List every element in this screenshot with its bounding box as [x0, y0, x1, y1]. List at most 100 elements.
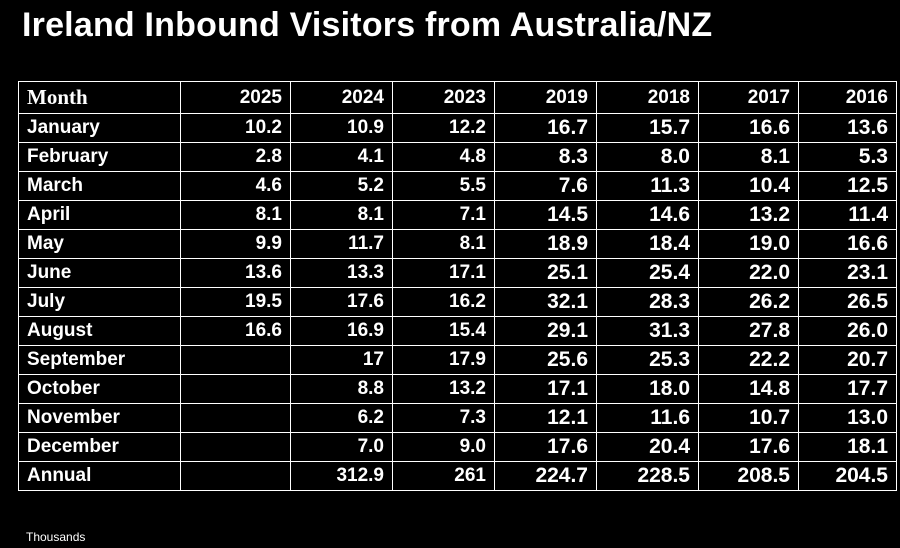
value-cell: 23.1: [798, 258, 897, 288]
value-cell: 10.9: [290, 113, 393, 143]
value-cell: 7.0: [290, 432, 393, 462]
month-label: May: [18, 229, 181, 259]
value-cell: 25.4: [596, 258, 699, 288]
table-row: September 17 17.9 25.6 25.3 22.2 20.7: [18, 345, 897, 375]
value-cell: 13.3: [290, 258, 393, 288]
year-column-header: 2023: [392, 81, 495, 114]
value-cell: 25.1: [494, 258, 597, 288]
value-cell: 13.0: [798, 403, 897, 433]
value-cell: 8.3: [494, 142, 597, 172]
value-cell: 13.6: [180, 258, 291, 288]
value-cell: 9.0: [392, 432, 495, 462]
value-cell: 208.5: [698, 461, 799, 491]
value-cell: 10.7: [698, 403, 799, 433]
month-column-header: Month: [18, 81, 181, 114]
value-cell: 8.8: [290, 374, 393, 404]
value-cell: 25.6: [494, 345, 597, 375]
value-cell: 7.6: [494, 171, 597, 201]
month-label: June: [18, 258, 181, 288]
value-cell: 5.5: [392, 171, 495, 201]
year-column-header: 2017: [698, 81, 799, 114]
value-cell: 14.5: [494, 200, 597, 230]
value-cell: 15.7: [596, 113, 699, 143]
value-cell: 17.6: [698, 432, 799, 462]
value-cell: 16.9: [290, 316, 393, 346]
value-cell: 16.2: [392, 287, 495, 317]
month-label: November: [18, 403, 181, 433]
value-cell: 22.2: [698, 345, 799, 375]
table-row: October 8.8 13.2 17.1 18.0 14.8 17.7: [18, 374, 897, 404]
value-cell: 20.7: [798, 345, 897, 375]
table-row: July 19.5 17.6 16.2 32.1 28.3 26.2 26.5: [18, 287, 897, 317]
value-cell: 17.7: [798, 374, 897, 404]
month-label: February: [18, 142, 181, 172]
value-cell: 8.0: [596, 142, 699, 172]
value-cell: 16.7: [494, 113, 597, 143]
value-cell: 18.9: [494, 229, 597, 259]
value-cell: 10.2: [180, 113, 291, 143]
month-label: January: [18, 113, 181, 143]
value-cell: 19.0: [698, 229, 799, 259]
value-cell: 12.1: [494, 403, 597, 433]
value-cell: 29.1: [494, 316, 597, 346]
value-cell: 26.0: [798, 316, 897, 346]
value-cell: 13.6: [798, 113, 897, 143]
value-cell: 12.2: [392, 113, 495, 143]
month-label: Annual: [18, 461, 181, 491]
table-row: December 7.0 9.0 17.6 20.4 17.6 18.1: [18, 432, 897, 462]
year-column-header: 2018: [596, 81, 699, 114]
value-cell: 8.1: [290, 200, 393, 230]
year-column-header: 2025: [180, 81, 291, 114]
value-cell: 15.4: [392, 316, 495, 346]
value-cell: 6.2: [290, 403, 393, 433]
value-cell: 17.6: [290, 287, 393, 317]
value-cell: 17.1: [494, 374, 597, 404]
value-cell: 17.9: [392, 345, 495, 375]
value-cell: 26.5: [798, 287, 897, 317]
value-cell: 8.1: [698, 142, 799, 172]
value-cell: 17.1: [392, 258, 495, 288]
value-cell: 16.6: [698, 113, 799, 143]
value-cell: 18.4: [596, 229, 699, 259]
table-row: April 8.1 8.1 7.1 14.5 14.6 13.2 11.4: [18, 200, 897, 230]
month-label: December: [18, 432, 181, 462]
value-cell: [180, 403, 291, 433]
value-cell: 312.9: [290, 461, 393, 491]
header-row: Month 2025 2024 2023 2019 2018 2017 2016: [18, 81, 897, 114]
table-row: August 16.6 16.9 15.4 29.1 31.3 27.8 26.0: [18, 316, 897, 346]
table-row: November 6.2 7.3 12.1 11.6 10.7 13.0: [18, 403, 897, 433]
value-cell: 22.0: [698, 258, 799, 288]
value-cell: 12.5: [798, 171, 897, 201]
table-row: February 2.8 4.1 4.8 8.3 8.0 8.1 5.3: [18, 142, 897, 172]
value-cell: 11.4: [798, 200, 897, 230]
value-cell: 28.3: [596, 287, 699, 317]
value-cell: [180, 345, 291, 375]
table-row: May 9.9 11.7 8.1 18.9 18.4 19.0 16.6: [18, 229, 897, 259]
value-cell: [180, 374, 291, 404]
year-column-header: 2019: [494, 81, 597, 114]
value-cell: 4.1: [290, 142, 393, 172]
table-row: June 13.6 13.3 17.1 25.1 25.4 22.0 23.1: [18, 258, 897, 288]
value-cell: 32.1: [494, 287, 597, 317]
value-cell: 14.8: [698, 374, 799, 404]
year-column-header: 2024: [290, 81, 393, 114]
value-cell: 11.6: [596, 403, 699, 433]
table-row: January 10.2 10.9 12.2 16.7 15.7 16.6 13.6: [18, 113, 897, 143]
value-cell: 261: [392, 461, 495, 491]
value-cell: 8.1: [392, 229, 495, 259]
value-cell: 8.1: [180, 200, 291, 230]
value-cell: 18.1: [798, 432, 897, 462]
value-cell: 4.8: [392, 142, 495, 172]
month-label: October: [18, 374, 181, 404]
value-cell: 27.8: [698, 316, 799, 346]
value-cell: 13.2: [698, 200, 799, 230]
month-label: April: [18, 200, 181, 230]
value-cell: 31.3: [596, 316, 699, 346]
value-cell: 20.4: [596, 432, 699, 462]
value-cell: 13.2: [392, 374, 495, 404]
value-cell: 11.7: [290, 229, 393, 259]
value-cell: 19.5: [180, 287, 291, 317]
month-label: September: [18, 345, 181, 375]
month-label: July: [18, 287, 181, 317]
value-cell: 16.6: [180, 316, 291, 346]
